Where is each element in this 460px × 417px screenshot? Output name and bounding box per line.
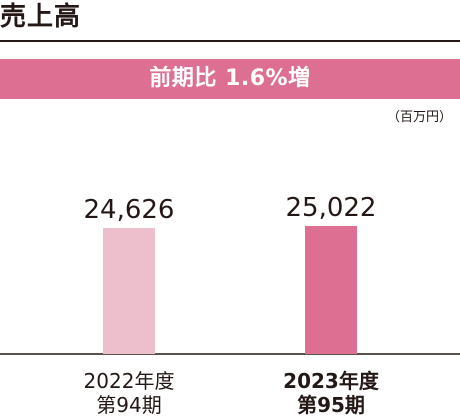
chart-title: 売上高 xyxy=(0,2,82,32)
title-underline xyxy=(0,40,460,42)
category-label-1-line-2: 第94期 xyxy=(96,393,161,417)
value-label-1: 24,626 xyxy=(84,195,175,225)
bar-1 xyxy=(103,228,155,354)
yoy-banner: 前期比 1.6%増 xyxy=(0,59,460,99)
category-label-1-line-1: 2022年度 xyxy=(84,369,175,393)
value-label-2: 25,022 xyxy=(286,193,377,223)
bar-2 xyxy=(305,225,357,354)
category-label-2-line-2: 第95期 xyxy=(297,393,365,417)
unit-label: （百万円） xyxy=(386,110,452,125)
category-label-2-line-1: 2023年度 xyxy=(283,369,380,393)
